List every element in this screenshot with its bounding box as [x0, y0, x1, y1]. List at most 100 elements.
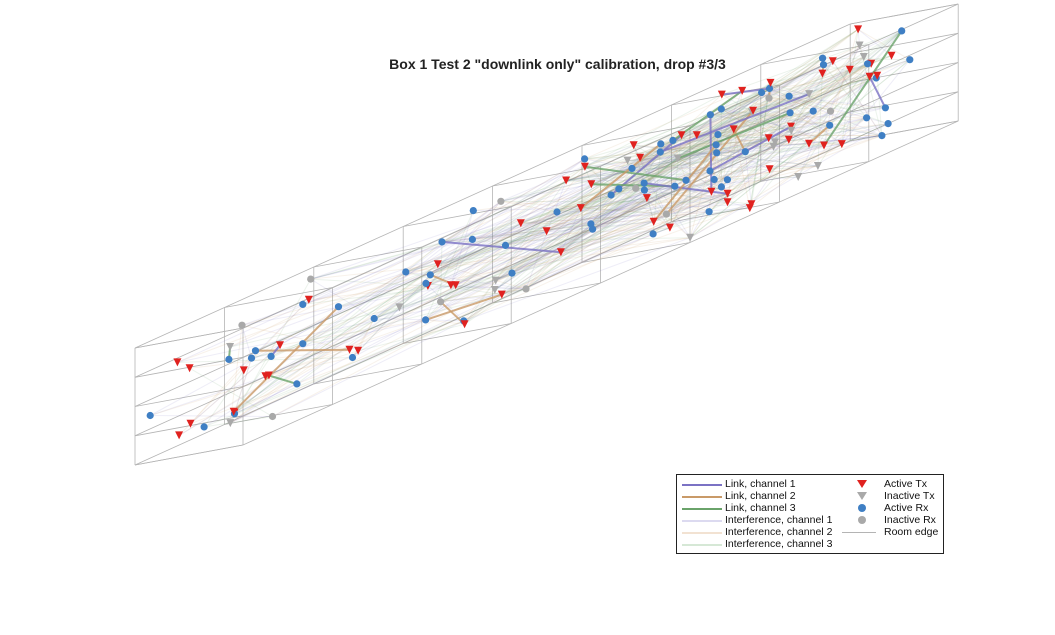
interference-line: [817, 77, 877, 167]
interference-line: [373, 222, 522, 319]
interference-line: [788, 95, 889, 125]
interference-line: [440, 288, 527, 303]
interference-line: [627, 160, 637, 189]
legend-interf-ch3: Interference, channel 3: [677, 538, 837, 550]
interference-line: [823, 117, 867, 146]
interference-line: [841, 59, 911, 145]
interference-line: [251, 271, 407, 359]
interference-line: [505, 139, 674, 246]
interference-line: [349, 227, 671, 351]
interference-line: [773, 76, 870, 148]
interference-line: [546, 63, 872, 232]
interference-line: [859, 45, 883, 136]
room-edge: [224, 287, 333, 308]
interference-line: [310, 211, 558, 280]
link-line: [441, 240, 561, 254]
interference-line: [501, 227, 671, 296]
rx-marker: [251, 347, 260, 355]
rx-marker: [662, 210, 671, 218]
tx-marker: [887, 51, 896, 60]
interference-line: [788, 77, 877, 97]
interference-line: [633, 144, 746, 153]
interference-line: [440, 183, 592, 303]
interference-line: [769, 75, 878, 89]
interference-line: [310, 278, 375, 319]
legend-room-edge: Room edge: [842, 526, 942, 538]
interference-line: [310, 187, 636, 280]
tx-marker: [865, 72, 874, 81]
rx-marker: [809, 107, 817, 115]
interference-line: [592, 108, 722, 230]
interference-line: [876, 75, 883, 136]
interference-line: [710, 114, 792, 132]
interference-line: [520, 110, 754, 224]
rx-marker: [307, 275, 315, 283]
tx-marker: [787, 122, 795, 131]
legend-link-ch2-label: Link, channel 2: [725, 490, 796, 502]
interference-line: [234, 383, 298, 415]
interference-line: [714, 165, 818, 180]
interference-line: [631, 137, 769, 169]
interference-line: [525, 160, 628, 290]
interference-line: [727, 143, 810, 203]
room-edge: [403, 206, 512, 227]
interference-line: [546, 123, 889, 232]
tx-marker: [345, 345, 354, 354]
interference-line: [230, 244, 506, 424]
rx-marker: [649, 230, 657, 238]
interference-line: [494, 189, 645, 291]
tx-marker: [771, 138, 779, 147]
interference-line: [525, 93, 810, 290]
interference-line: [190, 344, 281, 425]
interference-line: [750, 110, 814, 205]
interference-line: [584, 158, 612, 196]
rx-marker: [765, 94, 773, 102]
room-edge: [242, 32, 959, 358]
interference-line: [727, 110, 831, 195]
room-edge: [403, 323, 512, 344]
interference-line: [178, 282, 427, 436]
interference-line: [472, 227, 670, 240]
tx-marker: [665, 223, 674, 232]
interference-line: [711, 165, 819, 193]
interference-line: [580, 193, 728, 209]
tx-marker: [707, 187, 716, 196]
interference-line: [149, 238, 473, 416]
interference-line: [566, 145, 825, 181]
rx-marker: [581, 155, 589, 163]
rx-marker: [669, 136, 677, 144]
tx-marker: [491, 276, 500, 285]
rx-marker: [884, 120, 892, 128]
interference-line: [440, 241, 443, 302]
tx-marker: [820, 141, 828, 150]
legend-link-ch2: Link, channel 2: [677, 490, 837, 502]
tx-marker: [556, 248, 565, 257]
legend-active-rx-label: Active Rx: [884, 502, 929, 514]
active-tx-marker-icon: [857, 480, 867, 488]
interference-line: [150, 415, 273, 417]
interference-line: [584, 90, 743, 160]
rx-marker: [682, 176, 690, 184]
interference-line: [308, 285, 428, 301]
rx-marker: [437, 298, 445, 306]
legend-active-tx: Active Tx: [842, 478, 942, 490]
rx-marker: [765, 84, 774, 93]
interference-line: [463, 166, 586, 322]
interference-line: [560, 158, 679, 253]
interference-line: [790, 60, 834, 131]
active-rx-marker-icon: [858, 504, 866, 512]
tx-marker: [745, 204, 754, 213]
interference-line: [808, 56, 865, 95]
tx-marker: [738, 86, 747, 95]
interference-line: [440, 186, 722, 303]
interference-line: [727, 63, 872, 195]
rx-marker: [267, 352, 275, 360]
tx-marker: [576, 204, 585, 213]
interference-line: [823, 64, 870, 78]
interference-line: [584, 64, 824, 168]
tx-marker: [642, 194, 651, 203]
room-edge: [134, 415, 244, 437]
interference-line: [677, 158, 728, 181]
legend-interf-ch1-swatch: [682, 520, 722, 522]
legend-interf-ch1: Interference, channel 1: [677, 514, 837, 526]
